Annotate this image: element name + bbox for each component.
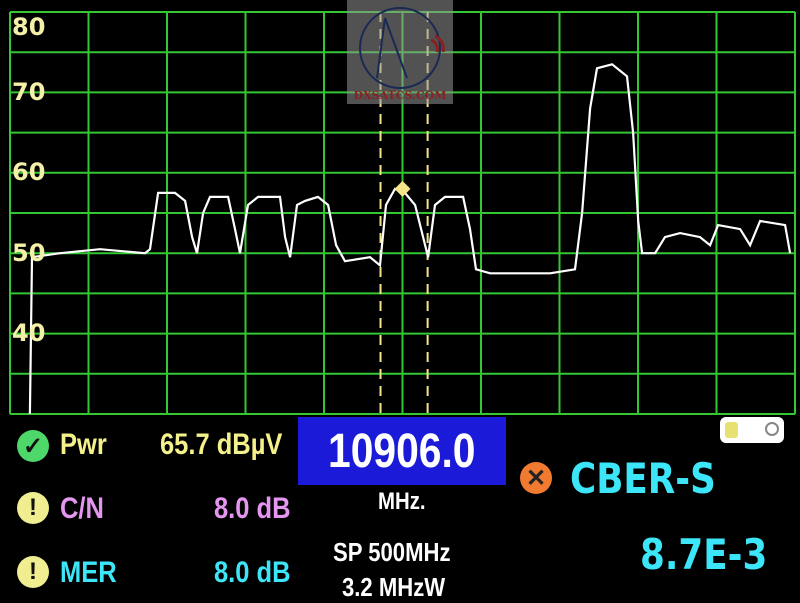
pwr-label: Pwr [60, 428, 107, 461]
span-value: SP 500MHz [333, 537, 451, 567]
battery-cap [765, 422, 779, 436]
y-tick-70: 70 [12, 78, 46, 106]
watermark-logo: DXSATCS.COM [347, 0, 453, 104]
battery-fill [725, 422, 739, 438]
cber-value: 8.7E-3 [640, 530, 768, 579]
mer-value: 8.0 dB [214, 556, 291, 589]
mer-label: MER [60, 556, 117, 589]
y-tick-40: 40 [12, 319, 46, 347]
satellite-dish-logo-icon [359, 7, 445, 89]
y-tick-60: 60 [12, 158, 46, 186]
battery-icon [720, 417, 784, 443]
fail-x-icon: ✕ [520, 462, 552, 494]
cn-label: C/N [60, 492, 104, 525]
frequency-display[interactable]: 10906.0 [298, 417, 506, 485]
spectrum-trace [28, 63, 792, 415]
marker-diamond [394, 180, 411, 197]
pwr-value: 65.7 dBµV [160, 428, 283, 461]
warning-icon: ! [17, 556, 49, 588]
bandwidth-value: 3.2 MHzW [342, 572, 446, 602]
check-icon: ✓ [17, 430, 49, 462]
warning-icon: ! [17, 492, 49, 524]
cn-value: 8.0 dB [214, 492, 291, 525]
frequency-unit: MHz. [378, 488, 426, 515]
frequency-value: 10906.0 [328, 424, 476, 478]
y-tick-50: 50 [12, 239, 46, 267]
cber-label: CBER-S [570, 454, 716, 503]
y-tick-80: 80 [12, 13, 46, 41]
